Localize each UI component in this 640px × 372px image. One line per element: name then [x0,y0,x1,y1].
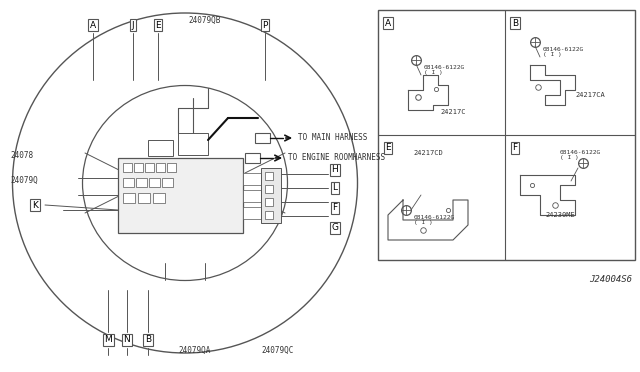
Text: 24217CD: 24217CD [413,150,443,156]
Text: 24079QA: 24079QA [179,346,211,355]
Bar [245,153,260,163]
Text: J24004S6: J24004S6 [589,275,632,284]
Text: G: G [332,224,339,232]
Text: 24078: 24078 [10,151,33,160]
Text: F: F [332,203,337,212]
Bar [138,193,150,203]
Text: B: B [145,336,151,344]
Text: 08146-6122G
( I ): 08146-6122G ( I ) [424,65,465,76]
Bar [167,163,176,172]
Bar [265,211,273,219]
Bar [243,173,261,185]
Text: J: J [132,20,134,29]
Text: L: L [333,183,337,192]
Text: 24230ME: 24230ME [545,212,575,218]
Bar [156,163,165,172]
Bar [123,163,132,172]
Text: 24079Q: 24079Q [10,176,38,185]
Bar [162,178,173,187]
Bar [243,207,261,219]
Text: A: A [385,19,391,28]
Bar [134,163,143,172]
Bar [123,193,135,203]
Bar [123,178,134,187]
Text: P: P [262,20,268,29]
Text: H: H [332,166,339,174]
Bar [378,10,635,260]
Text: F: F [513,144,518,153]
Text: K: K [32,201,38,209]
Text: 24079QB: 24079QB [189,16,221,25]
Bar [255,133,270,143]
Text: A: A [90,20,96,29]
Text: 24217CA: 24217CA [575,92,605,98]
Text: 08146-6122G
( I ): 08146-6122G ( I ) [543,46,584,57]
Bar [265,185,273,193]
Text: TO MAIN HARNESS: TO MAIN HARNESS [298,134,367,142]
Bar [265,198,273,206]
Bar [118,158,243,233]
Bar [145,163,154,172]
Text: E: E [155,20,161,29]
Bar [136,178,147,187]
Text: M: M [104,336,112,344]
Bar [178,133,208,155]
Bar [153,193,165,203]
Text: N: N [124,336,131,344]
Text: 24079QC: 24079QC [262,346,294,355]
Bar [149,178,160,187]
Text: 08146-6122G
( I ): 08146-6122G ( I ) [414,215,455,225]
Text: TO ENGINE ROOMHARNESS: TO ENGINE ROOMHARNESS [288,154,385,163]
Text: 24217C: 24217C [440,109,465,115]
Text: 08146-6122G
( I ): 08146-6122G ( I ) [560,150,601,160]
Bar [261,168,281,223]
Bar [148,140,173,156]
Bar [243,190,261,202]
Text: B: B [512,19,518,28]
Text: E: E [385,144,391,153]
Bar [265,172,273,180]
